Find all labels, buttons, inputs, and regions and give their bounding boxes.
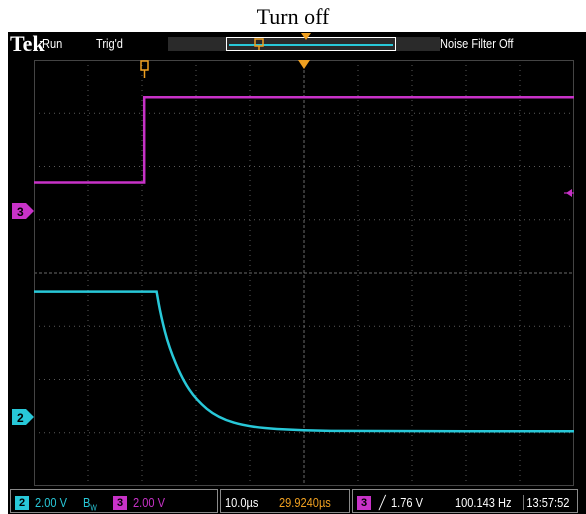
ch3-waveform: [34, 96, 574, 184]
expansion-point-marker[interactable]: [298, 60, 310, 69]
ch2-scale: 2.00 V: [35, 495, 67, 510]
clock-time: 13:57:52: [523, 495, 569, 510]
graticule: [34, 60, 574, 486]
noise-filter-status[interactable]: Noise Filter Off: [440, 36, 514, 51]
ch3-badge: 3: [113, 496, 127, 510]
ch3-scale: 2.00 V: [133, 495, 165, 510]
trigger-status: Trig'd: [96, 36, 123, 51]
waveform-screen[interactable]: [34, 60, 574, 486]
channel-readout-box[interactable]: 2 2.00 V BW 3 2.00 V: [10, 489, 218, 513]
horizontal-readout-box[interactable]: 10.0µs 29.9240µs: [220, 489, 350, 513]
ch2-bandwidth-icon: BW: [83, 495, 97, 513]
expansion-point-icon: [301, 33, 311, 40]
ch2-waveform: [34, 290, 574, 433]
trigger-position-marker[interactable]: [140, 60, 149, 78]
measurement-bar: 2 2.00 V BW 3 2.00 V 10.0µs 29.9240µs 3 …: [8, 488, 586, 514]
figure-caption: Turn off: [256, 4, 330, 29]
trigger-source-badge: 3: [357, 496, 371, 510]
trigger-readout-box[interactable]: 3 ╱ 1.76 V 100.143 Hz 13:57:52: [352, 489, 578, 513]
record-view-bar[interactable]: [168, 33, 440, 51]
svg-text:2: 2: [17, 411, 24, 425]
trigger-level: 1.76 V: [391, 495, 423, 510]
run-state[interactable]: Run: [42, 36, 63, 51]
trigger-position-icon: [254, 38, 264, 50]
timebase: 10.0µs: [225, 495, 259, 510]
ch2-ground-marker[interactable]: 2: [12, 409, 34, 425]
horizontal-position: 29.9240µs: [279, 495, 331, 510]
svg-text:3: 3: [17, 205, 24, 219]
record-window[interactable]: [226, 37, 396, 51]
trigger-slope-icon: ╱: [379, 495, 386, 510]
record-waveform-line: [229, 44, 393, 46]
trigger-frequency: 100.143 Hz: [455, 495, 512, 510]
oscilloscope-display: Tek Run Trig'd Noise Filter Off: [8, 32, 586, 514]
ch3-ground-marker[interactable]: 3: [12, 203, 34, 219]
brand-logo: Tek: [10, 31, 45, 56]
status-bar: Tek Run Trig'd Noise Filter Off: [8, 32, 586, 56]
ch2-badge: 2: [15, 496, 29, 510]
trigger-level-marker[interactable]: [564, 189, 574, 197]
